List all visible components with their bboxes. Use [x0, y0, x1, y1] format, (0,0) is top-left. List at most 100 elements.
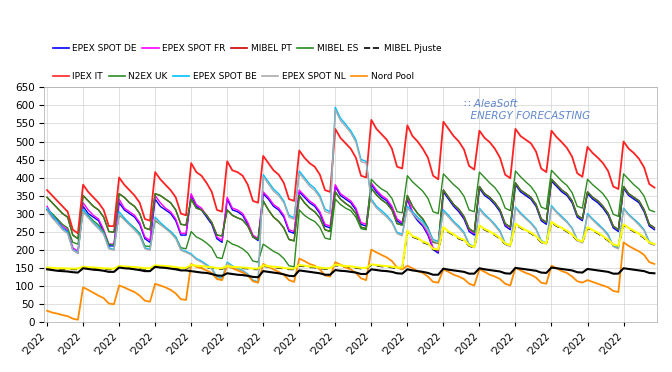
IPEX IT: [542, 170, 550, 174]
Line: EPEX SPOT BE: EPEX SPOT BE: [47, 107, 655, 282]
MIBEL Pjuste: [650, 243, 659, 247]
N2EX UK: [167, 229, 175, 234]
EPEX SPOT FR: [172, 217, 180, 221]
EPEX SPOT BE: [496, 228, 504, 233]
EPEX SPOT NL: [43, 208, 51, 213]
MIBEL PT: [233, 216, 241, 220]
MIBEL PT: [537, 217, 545, 221]
EPEX SPOT FR: [537, 217, 545, 221]
EPEX SPOT DE: [239, 213, 247, 218]
EPEX SPOT NL: [496, 230, 504, 234]
MIBEL ES: [537, 217, 545, 221]
Line: IPEX IT: IPEX IT: [47, 120, 655, 233]
EPEX SPOT BE: [650, 242, 659, 246]
Nord Pool: [74, 318, 82, 322]
EPEX SPOT BE: [542, 241, 550, 245]
Text: ∷ AleaSoft
  ENERGY FORECASTING: ∷ AleaSoft ENERGY FORECASTING: [464, 99, 590, 121]
MIBEL PT: [434, 241, 442, 245]
MIBEL PT: [43, 195, 51, 199]
EPEX SPOT FR: [650, 226, 659, 230]
MIBEL ES: [233, 216, 241, 220]
EPEX SPOT BE: [331, 105, 339, 109]
Legend: IPEX IT, N2EX UK, EPEX SPOT BE, EPEX SPOT NL, Nord Pool: IPEX IT, N2EX UK, EPEX SPOT BE, EPEX SPO…: [49, 68, 418, 85]
MIBEL ES: [573, 213, 581, 218]
N2EX UK: [573, 204, 581, 209]
Nord Pool: [537, 280, 545, 285]
EPEX SPOT BE: [254, 280, 262, 284]
Line: Nord Pool: Nord Pool: [47, 242, 655, 320]
Nord Pool: [650, 262, 659, 266]
EPEX SPOT DE: [537, 218, 545, 223]
EPEX SPOT FR: [43, 204, 51, 209]
EPEX SPOT BE: [233, 266, 241, 270]
EPEX SPOT DE: [573, 215, 581, 219]
EPEX SPOT BE: [167, 229, 175, 234]
MIBEL Pjuste: [491, 233, 499, 237]
EPEX SPOT DE: [650, 228, 659, 232]
EPEX SPOT NL: [331, 108, 339, 112]
EPEX SPOT BE: [573, 237, 581, 242]
EPEX SPOT BE: [43, 206, 51, 210]
MIBEL PT: [573, 213, 581, 218]
MIBEL ES: [491, 201, 499, 205]
IPEX IT: [239, 173, 247, 178]
N2EX UK: [233, 244, 241, 248]
MIBEL Pjuste: [239, 266, 247, 270]
IPEX IT: [74, 231, 82, 235]
IPEX IT: [650, 185, 659, 190]
Line: N2EX UK: N2EX UK: [47, 170, 655, 267]
EPEX SPOT FR: [74, 249, 82, 254]
EPEX SPOT NL: [233, 267, 241, 272]
EPEX SPOT NL: [573, 238, 581, 243]
Nord Pool: [239, 270, 247, 275]
MIBEL ES: [548, 177, 556, 182]
N2EX UK: [650, 209, 659, 214]
IPEX IT: [409, 134, 417, 138]
Line: MIBEL Pjuste: MIBEL Pjuste: [47, 222, 655, 269]
N2EX UK: [290, 264, 298, 269]
MIBEL Pjuste: [172, 266, 180, 270]
EPEX SPOT DE: [172, 218, 180, 223]
IPEX IT: [368, 118, 376, 122]
MIBEL PT: [548, 177, 556, 182]
EPEX SPOT DE: [74, 251, 82, 255]
Line: MIBEL ES: MIBEL ES: [47, 179, 655, 243]
EPEX SPOT NL: [254, 280, 262, 285]
MIBEL PT: [650, 226, 659, 230]
EPEX SPOT FR: [491, 201, 499, 205]
MIBEL Pjuste: [537, 240, 545, 244]
MIBEL Pjuste: [403, 229, 411, 234]
Nord Pool: [172, 291, 180, 296]
Nord Pool: [403, 263, 411, 268]
MIBEL ES: [167, 201, 175, 205]
MIBEL Pjuste: [64, 267, 72, 272]
Nord Pool: [43, 308, 51, 313]
Line: EPEX SPOT FR: EPEX SPOT FR: [47, 179, 655, 251]
EPEX SPOT FR: [403, 195, 411, 199]
IPEX IT: [172, 195, 180, 199]
EPEX SPOT DE: [43, 208, 51, 212]
MIBEL Pjuste: [43, 266, 51, 270]
EPEX SPOT DE: [491, 202, 499, 207]
EPEX SPOT DE: [548, 179, 556, 183]
EPEX SPOT FR: [239, 211, 247, 216]
IPEX IT: [496, 155, 504, 160]
MIBEL PT: [167, 201, 175, 205]
EPEX SPOT NL: [167, 231, 175, 235]
EPEX SPOT FR: [548, 177, 556, 182]
Nord Pool: [491, 274, 499, 279]
Line: EPEX SPOT DE: EPEX SPOT DE: [47, 181, 655, 253]
EPEX SPOT BE: [409, 209, 417, 214]
EPEX SPOT NL: [409, 211, 417, 216]
MIBEL ES: [434, 241, 442, 245]
IPEX IT: [43, 188, 51, 192]
MIBEL PT: [491, 201, 499, 205]
Nord Pool: [620, 240, 628, 244]
N2EX UK: [491, 185, 499, 190]
MIBEL ES: [43, 195, 51, 199]
EPEX SPOT FR: [573, 213, 581, 218]
Line: EPEX SPOT NL: EPEX SPOT NL: [47, 110, 655, 283]
MIBEL PT: [398, 223, 407, 227]
N2EX UK: [537, 205, 545, 209]
MIBEL ES: [650, 226, 659, 230]
